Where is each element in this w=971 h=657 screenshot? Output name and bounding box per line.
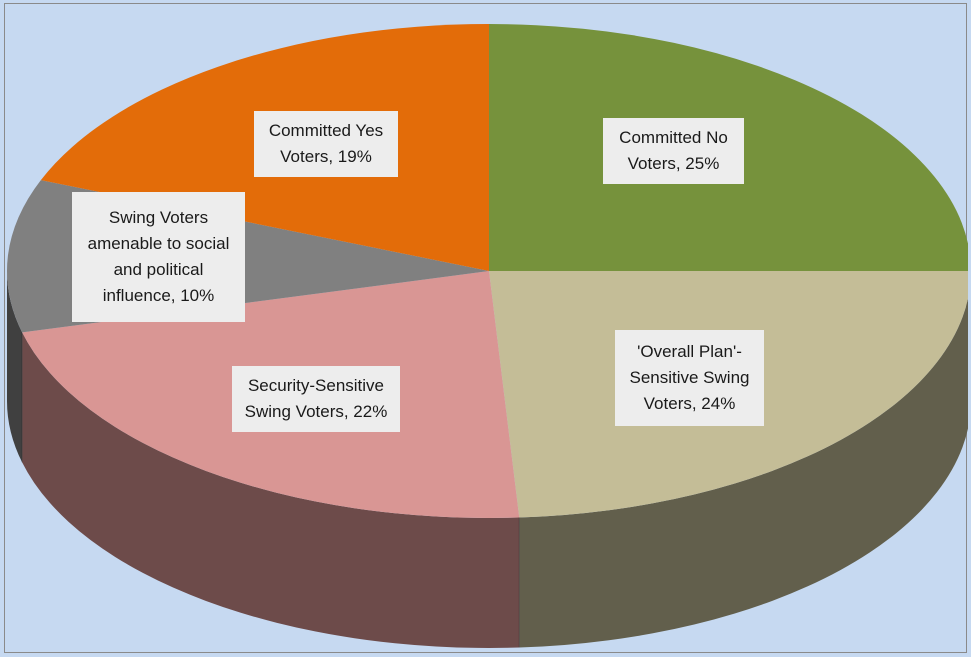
data-label-committed-no: Committed No Voters, 25% <box>603 118 744 184</box>
data-label-swing-amenable: Swing Voters amenable to social and poli… <box>72 192 245 322</box>
pie-slice-side-security-sensitive-swing-voters <box>22 332 520 648</box>
data-label-security-sensitive: Security-Sensitive Swing Voters, 22% <box>232 366 400 432</box>
data-label-overall-plan-sensitive: 'Overall Plan'- Sensitive Swing Voters, … <box>615 330 764 426</box>
pie-slice-side-swing-voters-amenable-to-social-and-political-influence <box>6 271 23 463</box>
chart-area: Committed No Voters, 25% 'Overall Plan'-… <box>4 3 968 653</box>
pie-chart <box>6 24 968 648</box>
data-label-committed-yes: Committed Yes Voters, 19% <box>254 111 398 177</box>
pie-slice-side-overall-plan-sensitive-swing-voters <box>519 298 968 648</box>
